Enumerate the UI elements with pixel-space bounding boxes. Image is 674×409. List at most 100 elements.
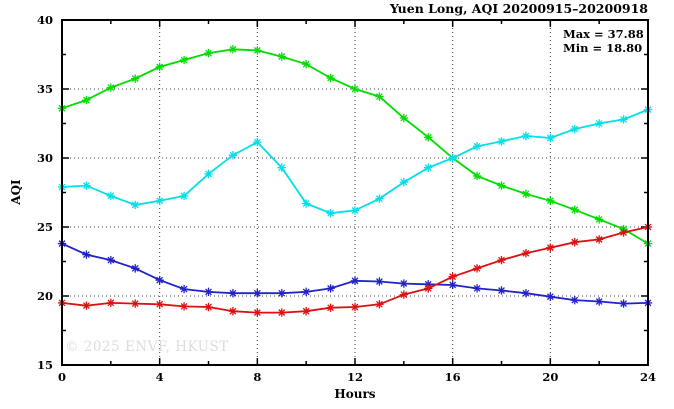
series-cyan-marker xyxy=(204,169,213,179)
series-green-marker xyxy=(399,113,409,123)
marker-stroke xyxy=(498,182,505,189)
marker-stroke xyxy=(131,201,139,209)
marker-stroke xyxy=(498,287,505,294)
series-cyan-marker xyxy=(594,119,604,128)
marker-stroke xyxy=(205,288,212,296)
series-red-marker xyxy=(448,272,457,281)
marker-stroke xyxy=(522,132,530,140)
series-cyan-marker xyxy=(619,115,628,124)
series-red-marker xyxy=(350,302,360,312)
marker-stroke xyxy=(473,172,481,180)
series-green-marker xyxy=(82,95,91,105)
marker-stroke xyxy=(546,197,554,205)
series-blue-marker xyxy=(277,289,286,298)
series-cyan-marker xyxy=(277,163,286,172)
marker-stroke xyxy=(424,285,432,292)
series-red-marker xyxy=(204,302,213,312)
series-blue-marker xyxy=(106,255,116,265)
series-cyan-marker xyxy=(155,196,164,205)
marker-stroke xyxy=(302,288,310,296)
series-green-marker xyxy=(179,55,189,65)
marker-stroke xyxy=(327,304,334,312)
series-red-marker xyxy=(179,302,189,311)
series-cyan-marker xyxy=(228,151,238,160)
series-blue-marker xyxy=(472,284,482,293)
marker-stroke xyxy=(180,302,188,310)
marker-stroke xyxy=(522,249,530,257)
watermark: © 2025 ENVF, HKUST xyxy=(65,339,229,355)
marker-stroke xyxy=(571,125,579,133)
marker-stroke xyxy=(107,192,115,200)
series-cyan-marker xyxy=(326,209,335,218)
series-cyan-marker xyxy=(301,199,311,208)
series-cyan-marker xyxy=(106,191,116,201)
series-cyan-marker xyxy=(82,181,91,190)
marker-stroke xyxy=(400,178,408,186)
marker-stroke xyxy=(253,289,261,297)
series-red-marker xyxy=(277,308,286,317)
marker-stroke xyxy=(253,309,261,316)
marker-stroke xyxy=(131,75,139,83)
series-red-line xyxy=(61,226,649,314)
series-red-marker xyxy=(570,237,579,247)
series-cyan-marker xyxy=(570,124,579,134)
marker-stroke xyxy=(327,209,334,217)
series-red-marker xyxy=(619,228,628,237)
marker-stroke xyxy=(156,63,164,71)
marker-stroke xyxy=(620,300,627,307)
series-green-marker xyxy=(521,189,531,199)
series-cyan-marker xyxy=(472,142,482,151)
x-tick-label: 0 xyxy=(58,370,66,384)
marker-stroke xyxy=(253,46,261,54)
marker-stroke xyxy=(595,120,603,127)
y-tick-label: 25 xyxy=(37,220,53,234)
marker-stroke xyxy=(302,60,310,68)
series-blue-marker xyxy=(155,275,164,285)
series-red-marker xyxy=(497,255,506,265)
min-value-label: Min = 18.80 xyxy=(563,41,643,55)
stats-annotation: Max = 37.88 Min = 18.80 xyxy=(563,27,644,55)
series-red-marker xyxy=(82,301,91,310)
series-blue-marker xyxy=(253,289,262,298)
marker-stroke xyxy=(498,138,505,145)
series-cyan-marker xyxy=(131,200,140,210)
marker-stroke xyxy=(571,296,579,304)
marker-stroke xyxy=(327,74,334,82)
marker-stroke xyxy=(376,195,383,203)
y-tick-label: 20 xyxy=(37,289,53,303)
x-tick-label: 16 xyxy=(445,370,461,384)
marker-stroke xyxy=(400,291,408,299)
series-blue-marker xyxy=(448,280,457,290)
series-red-marker xyxy=(253,308,262,317)
x-axis-label: Hours xyxy=(334,387,376,401)
series-red-marker xyxy=(301,306,311,316)
series-green-marker xyxy=(497,181,506,190)
series-green-marker xyxy=(546,196,555,205)
series-cyan-marker xyxy=(350,206,360,215)
marker-stroke xyxy=(571,206,579,214)
series-blue-marker xyxy=(326,284,335,293)
marker-stroke xyxy=(620,229,627,236)
marker-stroke xyxy=(278,164,286,172)
x-tick-label: 8 xyxy=(253,370,261,384)
marker-stroke xyxy=(376,278,383,285)
marker-stroke xyxy=(376,93,383,100)
marker-stroke xyxy=(498,256,505,264)
x-tick-label: 4 xyxy=(156,370,164,384)
marker-stroke xyxy=(546,244,554,252)
marker-stroke xyxy=(473,142,481,150)
series-cyan-marker xyxy=(179,191,189,201)
marker-stroke xyxy=(522,289,530,297)
series-red-marker xyxy=(546,243,555,252)
marker-stroke xyxy=(278,309,286,316)
series-cyan-line xyxy=(61,108,649,215)
series-blue-marker xyxy=(301,287,311,297)
plot-border xyxy=(61,19,649,366)
x-tick-label: 24 xyxy=(640,370,656,384)
series-blue-marker xyxy=(204,287,213,297)
series-blue-marker xyxy=(179,284,189,294)
marker-stroke xyxy=(107,84,115,92)
marker-stroke xyxy=(595,216,603,223)
marker-stroke xyxy=(131,300,139,307)
series-red-marker xyxy=(594,235,604,244)
